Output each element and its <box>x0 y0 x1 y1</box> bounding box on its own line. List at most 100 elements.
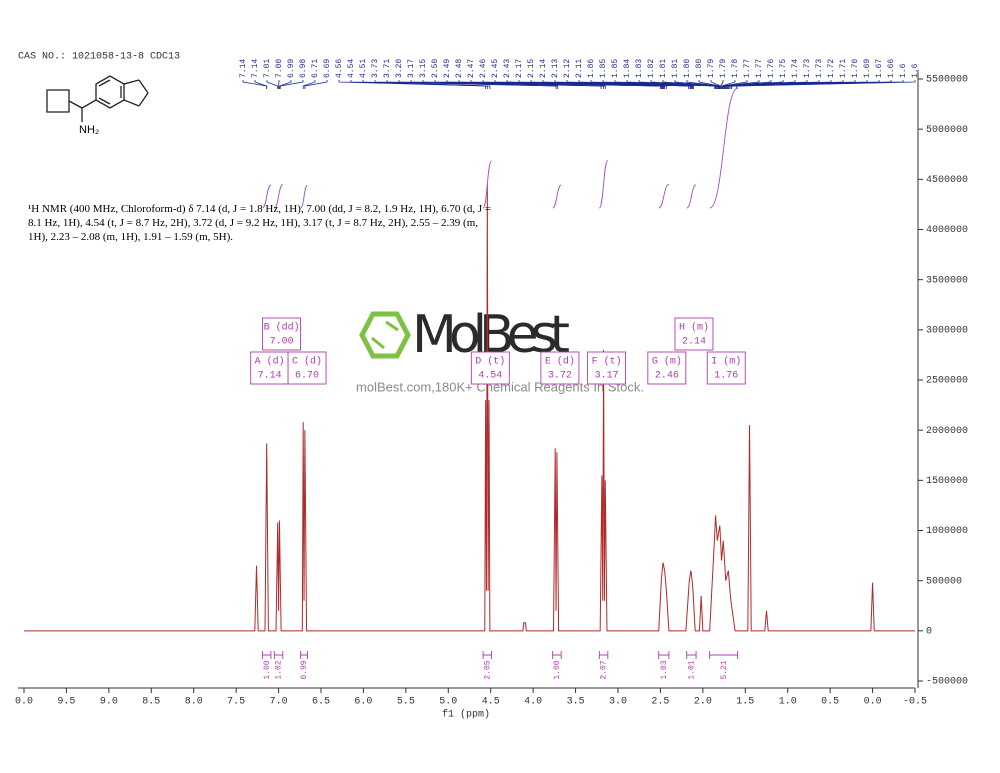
x-axis-label: f1 (ppm) <box>442 709 490 721</box>
integral-curve <box>482 160 493 209</box>
peak-connector <box>304 80 328 89</box>
multiplet-shift: 2.14 <box>682 337 706 348</box>
peak-connector <box>338 80 487 89</box>
multiplet-box <box>540 351 580 385</box>
peak-label: 2.47 <box>467 59 476 78</box>
peak-label: 2.12 <box>563 59 572 78</box>
integral-label: 2.07 <box>600 660 609 679</box>
y-tick-label: 4000000 <box>926 225 968 236</box>
nmr-description: ¹H NMR (400 MHz, Chloroform-d) δ 7.14 (d… <box>28 203 492 243</box>
x-tick-label: 4.5 <box>482 697 500 708</box>
multiplet-label: G (m) <box>652 356 682 368</box>
y-tick-label: 2500000 <box>926 376 968 387</box>
peak-label: 7.14 <box>251 59 260 78</box>
x-tick-label: 7.0 <box>270 697 288 708</box>
peak-label: 2.17 <box>515 59 524 78</box>
y-tick-label: 5500000 <box>926 75 968 86</box>
y-tick-label: 500000 <box>926 576 962 587</box>
peak-connector <box>362 80 491 89</box>
peak-connector <box>698 80 721 89</box>
peak-label: 1.82 <box>647 59 656 78</box>
peak-connector <box>721 80 760 89</box>
integral-curve <box>686 184 697 209</box>
peak-label: 2.49 <box>443 59 452 78</box>
y-tick-label: 1000000 <box>926 526 968 537</box>
peak-label: 7.14 <box>239 59 248 78</box>
peak-label: 4.56 <box>335 59 344 78</box>
integral-bracket <box>658 651 670 659</box>
multiplet-box <box>287 351 327 385</box>
x-tick-label: 8.5 <box>142 697 160 708</box>
y-tick-label: 1500000 <box>926 476 968 487</box>
peak-label: 2.11 <box>575 59 584 78</box>
x-tick-label: 9.5 <box>57 697 75 708</box>
peak-label: 3.15 <box>419 59 428 78</box>
integral-curve <box>709 87 738 209</box>
multiplet-shift: 3.72 <box>548 371 572 382</box>
multiplet-label: B (dd) <box>264 322 300 334</box>
integral-label: 1.03 <box>660 660 669 679</box>
x-tick-label: 5.0 <box>439 697 457 708</box>
x-tick-label: 0.0 <box>864 697 882 708</box>
integral-label: 0.99 <box>300 660 309 679</box>
x-tick-label: 1.5 <box>736 697 754 708</box>
integral-label: 1.01 <box>688 660 697 679</box>
multiplet-box <box>706 351 746 385</box>
y-tick-label: 3000000 <box>926 325 968 336</box>
integral-bracket <box>552 651 562 659</box>
multiplet-label: C (d) <box>292 356 322 368</box>
integral-bracket <box>300 651 308 659</box>
y-tick-label: 4500000 <box>926 175 968 186</box>
peak-label: 1.83 <box>635 59 644 78</box>
peak-label: 2.13 <box>551 59 560 78</box>
multiplet-label: F (t) <box>592 356 622 368</box>
x-tick-label: 4.0 <box>524 697 542 708</box>
multiplet-box <box>647 351 687 385</box>
y-tick-label: 5000000 <box>926 125 968 136</box>
integral-curve <box>262 184 272 209</box>
peak-label: 1.79 <box>719 59 728 78</box>
peak-label: 1.77 <box>755 59 764 78</box>
peak-label: 3.17 <box>407 59 416 78</box>
y-tick-label: 3500000 <box>926 275 968 286</box>
logo <box>359 311 411 359</box>
peak-label: 2.50 <box>431 59 440 78</box>
peak-label: 1.78 <box>731 59 740 78</box>
integral-bracket <box>482 651 493 659</box>
multiplet-shift: 6.70 <box>295 371 319 382</box>
multiplet-box <box>470 351 510 385</box>
multiplet-shift: 7.14 <box>258 371 282 382</box>
peak-label: 2.43 <box>503 59 512 78</box>
peak-label: 1.73 <box>803 59 812 78</box>
x-tick-label: 2.0 <box>694 697 712 708</box>
multiplet-label: I (m) <box>711 356 741 368</box>
integral-label: 1.02 <box>275 660 284 679</box>
peak-label: 1.86 <box>587 59 596 78</box>
x-tick-label: 1.0 <box>779 697 797 708</box>
peak-label: 1.70 <box>851 59 860 78</box>
peak-label: 6.99 <box>287 59 296 78</box>
peak-connector <box>302 80 316 89</box>
y-tick-label: 0 <box>926 626 932 637</box>
multiplet-shift: 1.76 <box>714 371 738 382</box>
x-tick-label: 3.0 <box>609 697 627 708</box>
integral-bracket <box>686 651 697 659</box>
peak-connector <box>422 80 606 89</box>
multiplet-box <box>262 317 302 351</box>
multiplet-label: A (d) <box>255 356 285 368</box>
peak-label: 2.14 <box>539 59 548 78</box>
multiplet-box <box>674 317 714 351</box>
integral-label: 1.00 <box>263 660 272 679</box>
x-tick-label: 0.5 <box>821 697 839 708</box>
integral-label: 5.21 <box>720 660 729 679</box>
peak-label: 1.80 <box>683 59 692 78</box>
multiplet-shift: 2.46 <box>655 371 679 382</box>
peak-label: 1.71 <box>839 59 848 78</box>
peak-label: 1.85 <box>599 59 608 78</box>
peak-label: 7.01 <box>263 59 272 78</box>
peak-label: 1.85 <box>611 59 620 78</box>
multiplet-box <box>587 351 627 385</box>
x-tick-label: 7.5 <box>227 697 245 708</box>
